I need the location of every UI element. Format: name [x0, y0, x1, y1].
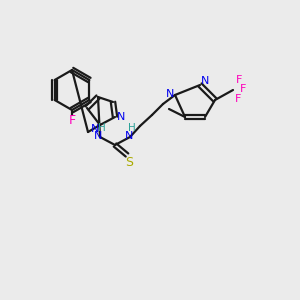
- Text: N: N: [117, 112, 125, 122]
- Text: F: F: [235, 94, 241, 104]
- Text: S: S: [125, 155, 133, 169]
- Text: N: N: [125, 131, 133, 141]
- Text: N: N: [91, 124, 99, 134]
- Text: N: N: [201, 76, 209, 86]
- Text: N: N: [94, 131, 102, 141]
- Text: F: F: [236, 75, 242, 85]
- Text: F: F: [240, 84, 246, 94]
- Text: F: F: [68, 113, 76, 127]
- Text: N: N: [166, 89, 174, 99]
- Text: H: H: [98, 123, 106, 133]
- Text: H: H: [128, 123, 136, 133]
